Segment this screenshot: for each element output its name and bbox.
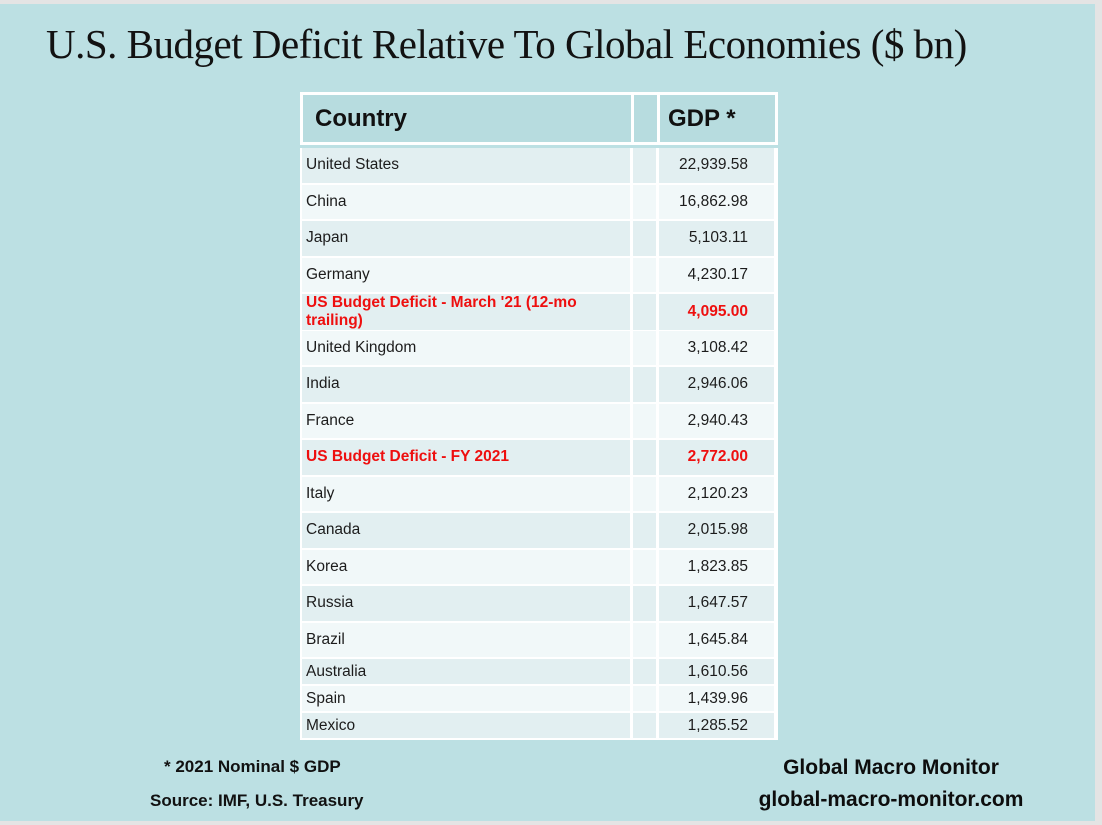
country-cell: Korea (302, 549, 630, 584)
spacer-cell (633, 513, 656, 548)
country-cell: Mexico (302, 713, 630, 738)
spacer-cell (633, 367, 656, 402)
gdp-table: Country GDP * United States 22,939.58 Chin… (300, 92, 778, 740)
table-row: Mexico 1,285.52 (302, 713, 776, 738)
table-row: US Budget Deficit - FY 2021 2,772.00 (302, 440, 776, 475)
gdp-footnote: * 2021 Nominal $ GDP (164, 757, 341, 776)
country-cell: US Budget Deficit - FY 2021 (302, 440, 630, 475)
spacer-cell (633, 622, 656, 657)
country-cell: Japan (302, 221, 630, 256)
country-cell: Spain (302, 686, 630, 711)
spacer-cell (633, 221, 656, 256)
spacer-cell (633, 184, 656, 219)
table-row: Germany 4,230.17 (302, 257, 776, 292)
gdp-cell: 2,940.43 (659, 403, 774, 438)
gdp-cell: 2,946.06 (659, 367, 774, 402)
gdp-cell: 5,103.11 (659, 221, 774, 256)
spacer-cell (633, 476, 656, 511)
gdp-cell: 1,285.52 (659, 713, 774, 738)
spacer-cell (633, 440, 656, 475)
gdp-cell: 1,823.85 (659, 549, 774, 584)
gdp-cell: 2,120.23 (659, 476, 774, 511)
spacer-cell (633, 659, 656, 684)
spacer-cell (633, 294, 656, 330)
column-header-country: Country (303, 95, 631, 142)
branding: Global Macro Monitor global-macro-monito… (730, 756, 1052, 812)
country-cell: India (302, 367, 630, 402)
source-note: Source: IMF, U.S. Treasury (150, 791, 364, 810)
table-row: India 2,946.06 (302, 367, 776, 402)
country-cell: Italy (302, 476, 630, 511)
country-cell: China (302, 184, 630, 219)
table-row: United Kingdom 3,108.42 (302, 330, 776, 365)
gdp-cell: 2,772.00 (659, 440, 774, 475)
country-cell: Brazil (302, 622, 630, 657)
country-cell: Australia (302, 659, 630, 684)
column-header-gdp: GDP * (660, 95, 775, 142)
table-row: Brazil 1,645.84 (302, 622, 776, 657)
spacer-cell (633, 330, 656, 365)
spacer-cell (633, 713, 656, 738)
column-header-spacer (634, 95, 657, 142)
country-cell: France (302, 403, 630, 438)
spacer-cell (633, 549, 656, 584)
brand-name: Global Macro Monitor (783, 756, 999, 779)
gdp-cell: 2,015.98 (659, 513, 774, 548)
country-cell: Germany (302, 257, 630, 292)
country-cell: United States (302, 148, 630, 183)
table-row: Australia 1,610.56 (302, 659, 776, 684)
gdp-cell: 4,095.00 (659, 294, 774, 330)
brand-site: global-macro-monitor.com (758, 788, 1024, 811)
table-row: Spain 1,439.96 (302, 686, 776, 711)
spacer-cell (633, 586, 656, 621)
gdp-cell: 1,439.96 (659, 686, 774, 711)
table-row: Canada 2,015.98 (302, 513, 776, 548)
gdp-cell: 22,939.58 (659, 148, 774, 183)
country-cell: US Budget Deficit - March '21 (12-mo tra… (302, 294, 630, 330)
spacer-cell (633, 686, 656, 711)
country-cell: Russia (302, 586, 630, 621)
slide-background: U.S. Budget Deficit Relative To Global E… (0, 4, 1095, 821)
page-title: U.S. Budget Deficit Relative To Global E… (46, 21, 967, 67)
gdp-cell: 16,862.98 (659, 184, 774, 219)
gdp-cell: 1,645.84 (659, 622, 774, 657)
spacer-cell (633, 148, 656, 183)
spacer-cell (633, 257, 656, 292)
table-row: Russia 1,647.57 (302, 586, 776, 621)
table-row: China 16,862.98 (302, 184, 776, 219)
table-body: United States 22,939.58 China 16,862.98 Japa… (300, 148, 778, 740)
country-cell: United Kingdom (302, 330, 630, 365)
gdp-cell: 1,610.56 (659, 659, 774, 684)
gdp-cell: 1,647.57 (659, 586, 774, 621)
gdp-cell: 4,230.17 (659, 257, 774, 292)
footnotes: * 2021 Nominal $ GDP Source: IMF, U.S. T… (150, 757, 364, 811)
table-row: US Budget Deficit - March '21 (12-mo tra… (302, 294, 776, 330)
table-row: Italy 2,120.23 (302, 476, 776, 511)
table-header-row: Country GDP * (300, 92, 778, 145)
table-row: United States 22,939.58 (302, 148, 776, 183)
table-row: France 2,940.43 (302, 403, 776, 438)
spacer-cell (633, 403, 656, 438)
gdp-cell: 3,108.42 (659, 330, 774, 365)
table-row: Korea 1,823.85 (302, 549, 776, 584)
country-cell: Canada (302, 513, 630, 548)
table-row: Japan 5,103.11 (302, 221, 776, 256)
